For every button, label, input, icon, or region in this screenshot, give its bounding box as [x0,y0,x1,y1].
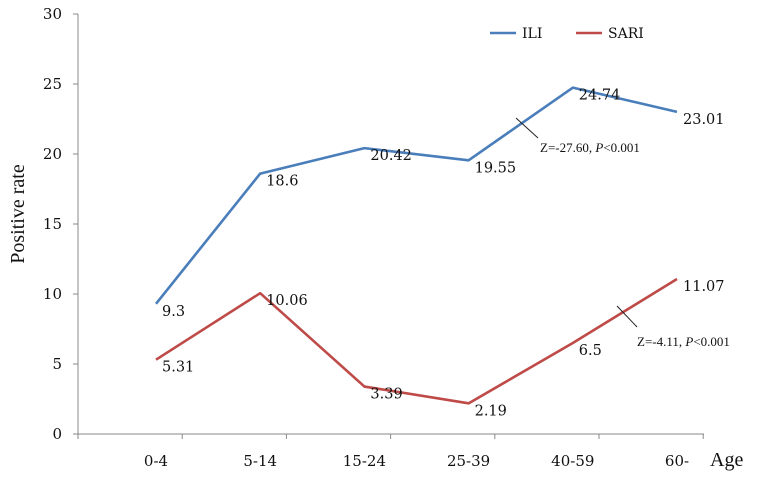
data-label-sari: 5.31 [162,360,194,376]
annotation-leader [515,117,539,139]
y-tick-label: 15 [43,215,62,233]
y-tick-label: 5 [52,355,62,373]
series-line-sari [155,277,678,405]
data-label-ili: 24.74 [579,88,621,104]
data-label-sari: 10.06 [266,293,308,309]
data-label-ili: 20.42 [370,148,412,164]
data-label-sari: 2.19 [475,403,507,419]
y-tick-label: 20 [43,145,62,163]
data-label-ili: 9.3 [162,304,185,320]
data-label-ili: 18.6 [266,174,298,190]
series-layer [154,86,678,405]
x-axis-title: Age [710,449,743,471]
x-tick-label: 25-39 [447,452,490,470]
x-tick-label: 15-24 [343,452,386,470]
x-tick-label: 0-4 [144,452,168,470]
series-line-ili [154,86,678,305]
annotation-leader [616,305,638,328]
legend: ILI SARI [490,26,644,42]
legend-label-ili: ILI [522,26,542,42]
y-tick-label: 30 [43,5,62,23]
y-axis-title: Positive rate [7,164,29,264]
data-label-ili: 19.55 [475,160,517,176]
legend-label-sari: SARI [608,26,644,42]
data-label-sari: 6.5 [579,343,602,359]
annotation-text: Z=-4.11, P<0.001 [637,334,730,349]
annotation-text: Z=-27.60, P<0.001 [540,140,640,155]
y-tick-label: 0 [52,425,62,443]
data-label-sari: 3.39 [370,387,402,403]
y-tick-label: 10 [43,285,62,303]
axes: 0 5 10 15 20 25 30 0-4 5-14 15-24 25-39 40-59 60- [43,5,704,470]
data-label-ili: 23.01 [683,112,725,128]
x-tick-label: 40-59 [551,452,594,470]
y-tick-label: 25 [43,75,62,93]
annotations: Z=-27.60, P<0.001 Z=-4.11, P<0.001 [515,117,730,349]
data-label-sari: 11.07 [683,279,725,295]
x-tick-label: 5-14 [243,452,277,470]
x-tick-label: 60- [665,452,689,470]
data-labels: 9.3 18.6 20.42 19.55 24.74 23.01 5.31 10.06 3.39… [162,88,725,420]
